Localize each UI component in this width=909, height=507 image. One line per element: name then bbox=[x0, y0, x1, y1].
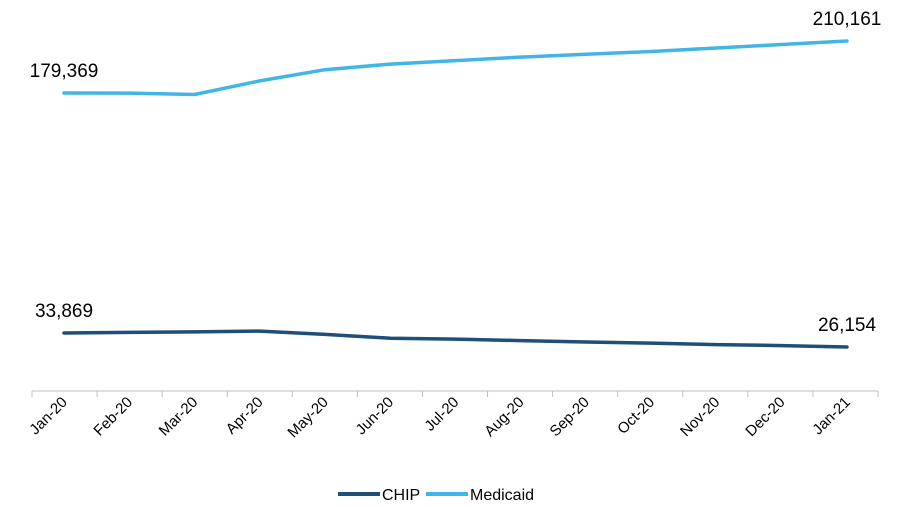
x-tick-label: Jun-20 bbox=[353, 394, 397, 438]
data-label-medicaid: 210,161 bbox=[813, 9, 882, 30]
series-lines bbox=[62, 39, 849, 349]
legend-label-chip: CHIP bbox=[382, 487, 420, 504]
x-axis: Jan-20 Feb-20 Mar-20 Apr-20 May-20 Jun-20 Jul-… bbox=[26, 390, 879, 441]
x-tick-label: Aug-20 bbox=[481, 394, 527, 440]
data-label-chip: 33,869 bbox=[35, 301, 93, 322]
legend: CHIP Medicaid bbox=[338, 487, 534, 504]
data-label-medicaid: 179,369 bbox=[30, 61, 99, 82]
x-tick-label: May-20 bbox=[284, 394, 331, 441]
series-line-medicaid bbox=[62, 39, 849, 97]
x-tick-label: Jan-20 bbox=[26, 394, 70, 438]
x-tick-label: Nov-20 bbox=[677, 394, 723, 440]
data-labels: 33,869 26,154 179,369 210,161 bbox=[30, 9, 882, 336]
series-line-chip bbox=[62, 329, 849, 349]
x-tick-label: Mar-20 bbox=[156, 394, 202, 440]
x-tick-label: Dec-20 bbox=[742, 394, 788, 440]
x-tick-label: Feb-20 bbox=[90, 394, 136, 440]
x-tick-label: Jan-21 bbox=[809, 394, 853, 438]
x-tick-label: Sep-20 bbox=[547, 394, 593, 440]
legend-label-medicaid: Medicaid bbox=[470, 487, 534, 504]
x-tick-label: Jul-20 bbox=[421, 394, 462, 435]
x-tick-label: Apr-20 bbox=[223, 394, 267, 438]
x-tick-label: Oct-20 bbox=[614, 394, 658, 438]
data-label-chip: 26,154 bbox=[818, 315, 877, 336]
